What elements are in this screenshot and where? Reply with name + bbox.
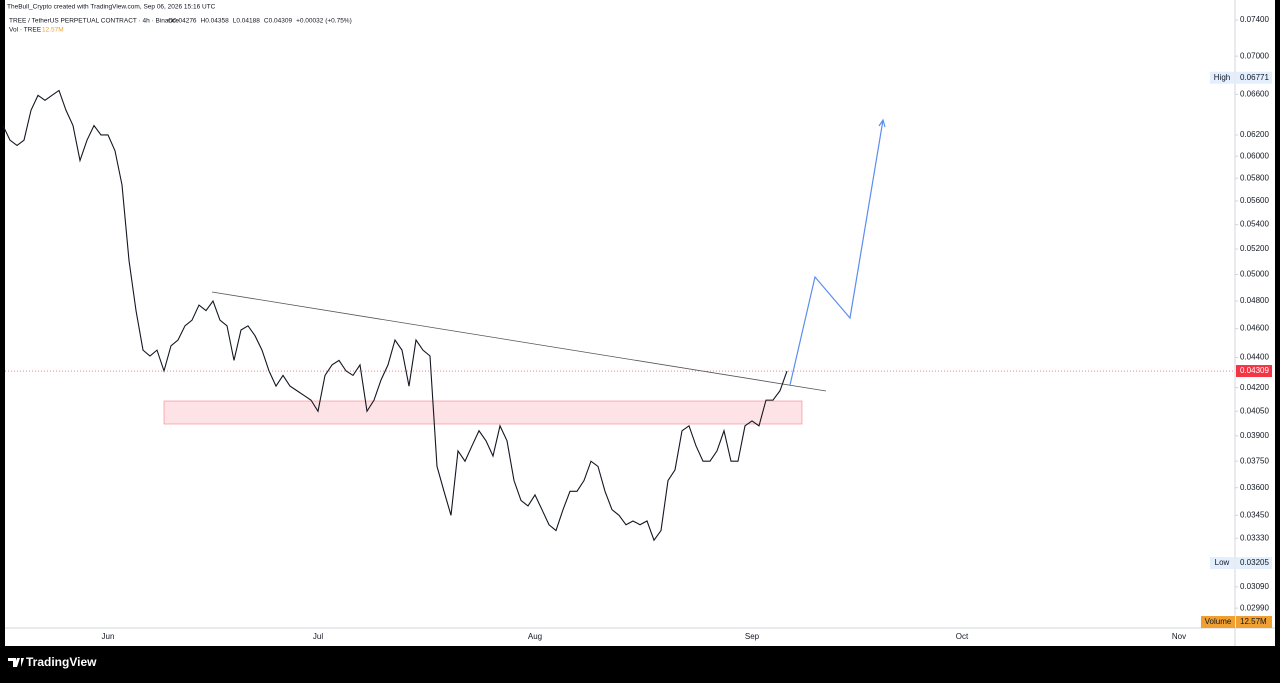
y-tick-label: 0.07400 <box>1240 15 1269 24</box>
last-price-badge <box>1236 365 1272 378</box>
low-value: 0.03205 <box>1240 558 1269 567</box>
y-tick-label: 0.03450 <box>1240 510 1269 519</box>
credit: TheBull_Crypto created with TradingView.… <box>7 4 216 11</box>
high-label: High <box>1214 73 1230 82</box>
y-tick-label: 0.05200 <box>1240 244 1269 253</box>
y-tick-label: 0.07000 <box>1240 51 1269 60</box>
y-tick-label: 0.03600 <box>1240 483 1269 492</box>
y-tick-label: 0.06000 <box>1240 151 1269 160</box>
x-tick-label: Oct <box>956 632 969 641</box>
y-tick-label: 0.03750 <box>1240 456 1269 465</box>
y-tick-label: 0.03900 <box>1240 431 1269 440</box>
brand-logo <box>8 658 24 667</box>
volume-badge <box>1236 616 1272 628</box>
volume-tag <box>1201 616 1235 628</box>
low-badge <box>1236 557 1272 570</box>
x-tick-label: Aug <box>528 632 542 641</box>
volume-legend: Vol · TREE <box>9 27 42 34</box>
y-tick-label: 0.05400 <box>1240 220 1269 229</box>
footer <box>0 647 1280 678</box>
symbol: TREE / TetherUS PERPETUAL CONTRACT · 4h … <box>9 18 179 25</box>
y-tick-label: 0.02990 <box>1240 603 1269 612</box>
y-tick-label: 0.04600 <box>1240 324 1269 333</box>
price-line <box>2 89 788 542</box>
y-tick-label: 0.04050 <box>1240 406 1269 415</box>
last-price-label: 0.04309 <box>1240 366 1269 375</box>
ohlc: O0.04276 H0.04358 L0.04188 C0.04309 +0.00032… <box>168 18 352 25</box>
low-tag <box>1210 557 1234 570</box>
support-zone <box>163 400 803 425</box>
x-tick-label: Nov <box>1172 632 1186 641</box>
x-tick-label: Sep <box>745 632 760 641</box>
y-tick-label: 0.06600 <box>1240 89 1269 98</box>
trendline <box>211 291 827 392</box>
ohlc-value: C0.04309 <box>264 18 293 25</box>
ohlc-value: L0.04188 <box>233 18 260 25</box>
volume-label: Volume <box>1205 617 1232 626</box>
high-badge <box>1236 71 1272 84</box>
ohlc-value: +0.00032 (+0.75%) <box>296 18 352 25</box>
y-tick-label: 0.06200 <box>1240 130 1269 139</box>
high-value: 0.06771 <box>1240 73 1269 82</box>
projection-arrow <box>789 118 886 386</box>
y-tick-label: 0.03330 <box>1240 533 1269 542</box>
chart-background <box>5 0 1275 646</box>
low-label: Low <box>1215 558 1230 567</box>
y-tick-label: 0.05600 <box>1240 196 1269 205</box>
high-tag <box>1210 71 1234 84</box>
x-tick-label: Jul <box>313 632 323 641</box>
y-tick-label: 0.05800 <box>1240 173 1269 182</box>
ohlc-value: O0.04276 <box>168 18 197 25</box>
y-tick-label: 0.04800 <box>1240 296 1269 305</box>
volume-value: 12.57M <box>1240 617 1267 626</box>
y-tick-label: 0.03090 <box>1240 582 1269 591</box>
x-tick-label: Jun <box>102 632 115 641</box>
volume-legend-value: 12.57M <box>42 27 64 34</box>
y-tick-label: 0.05000 <box>1240 270 1269 279</box>
y-tick-label: 0.04400 <box>1240 353 1269 362</box>
brand: TradingView <box>26 655 97 669</box>
ohlc-value: H0.04358 <box>201 18 230 25</box>
y-tick-label: 0.04200 <box>1240 383 1269 392</box>
